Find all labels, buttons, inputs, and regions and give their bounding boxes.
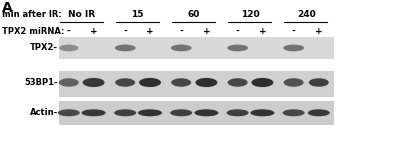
Ellipse shape [170,109,192,116]
Ellipse shape [226,109,249,116]
Ellipse shape [194,109,218,116]
Text: 120: 120 [241,10,259,19]
Text: +: + [146,27,154,36]
Ellipse shape [114,109,136,116]
Ellipse shape [282,109,305,116]
Bar [59,37,334,59]
Text: -: - [179,27,183,36]
Text: 53BP1-: 53BP1- [24,78,58,87]
Ellipse shape [139,78,161,87]
Ellipse shape [82,109,106,116]
Text: A: A [2,1,13,15]
Text: No IR: No IR [68,10,95,19]
Ellipse shape [59,45,78,51]
Ellipse shape [59,78,79,87]
Ellipse shape [250,109,274,116]
Text: min after IR:: min after IR: [2,10,62,19]
Bar [59,70,334,97]
Ellipse shape [284,78,304,87]
Text: -: - [236,27,240,36]
Ellipse shape [115,45,136,51]
Ellipse shape [83,78,105,87]
Ellipse shape [195,78,218,87]
Ellipse shape [138,109,162,116]
Ellipse shape [227,45,248,51]
Text: TPX2 miRNA:: TPX2 miRNA: [2,27,64,36]
Ellipse shape [309,78,329,87]
Text: 240: 240 [297,10,316,19]
Text: Actin-: Actin- [30,108,58,117]
Ellipse shape [283,45,304,51]
Text: +: + [202,27,210,36]
Text: 60: 60 [188,10,200,19]
Ellipse shape [252,78,274,87]
Text: +: + [90,27,98,36]
Text: +: + [315,27,323,36]
Ellipse shape [228,78,248,87]
Text: +: + [258,27,266,36]
Text: -: - [67,27,71,36]
Ellipse shape [58,109,80,116]
Text: -: - [292,27,296,36]
Ellipse shape [115,78,135,87]
Ellipse shape [171,45,192,51]
Bar [59,101,334,125]
Text: -: - [123,27,127,36]
Ellipse shape [308,109,330,116]
Text: 15: 15 [131,10,144,19]
Text: TPX2-: TPX2- [30,43,58,52]
Ellipse shape [171,78,191,87]
